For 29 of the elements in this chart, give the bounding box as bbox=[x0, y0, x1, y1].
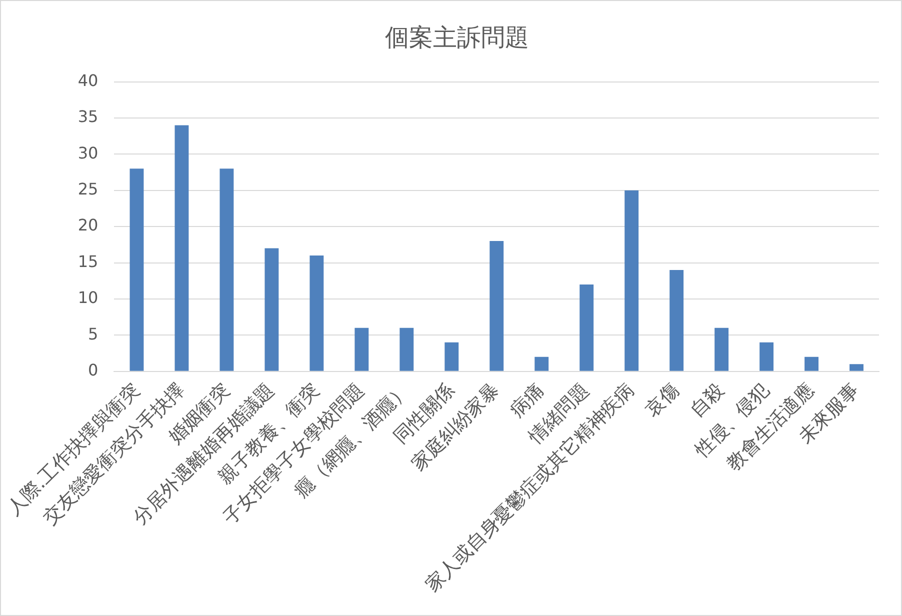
bar bbox=[310, 256, 324, 371]
chart-title: 個案主訴問題 bbox=[385, 24, 529, 52]
y-tick-label: 25 bbox=[78, 180, 98, 199]
x-tick-label: 哀傷 bbox=[641, 378, 684, 422]
bar bbox=[670, 270, 684, 371]
bar bbox=[760, 342, 774, 371]
bar bbox=[804, 356, 818, 371]
bar bbox=[264, 248, 279, 371]
bar bbox=[400, 328, 414, 371]
y-tick-label: 30 bbox=[78, 143, 98, 162]
bar bbox=[220, 168, 234, 371]
bar bbox=[534, 356, 549, 371]
bar bbox=[850, 364, 864, 371]
bar bbox=[174, 125, 189, 371]
bar bbox=[444, 342, 459, 371]
y-tick-label: 15 bbox=[78, 252, 98, 271]
y-tick-label: 20 bbox=[78, 216, 98, 235]
y-tick-label: 10 bbox=[78, 288, 98, 308]
bar bbox=[580, 284, 594, 371]
y-tick-label: 5 bbox=[88, 324, 98, 344]
bar bbox=[130, 168, 144, 371]
bar bbox=[490, 241, 504, 371]
y-tick-label: 40 bbox=[78, 70, 98, 90]
x-tick-label: 自殺 bbox=[686, 378, 729, 422]
y-tick-label: 0 bbox=[88, 360, 98, 380]
bar bbox=[714, 328, 729, 371]
bar bbox=[354, 328, 369, 371]
bar bbox=[624, 190, 639, 371]
y-tick-label: 35 bbox=[78, 107, 98, 126]
